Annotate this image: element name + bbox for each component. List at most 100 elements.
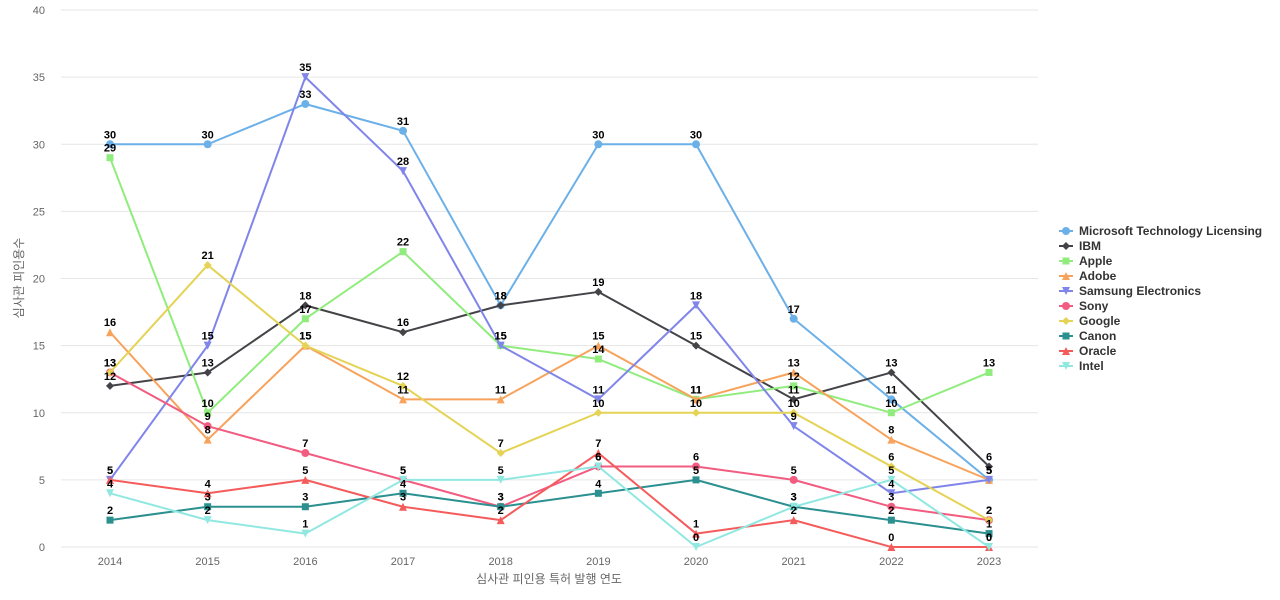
data-point bbox=[985, 530, 993, 538]
data-point bbox=[594, 287, 603, 296]
data-label: 5 bbox=[986, 465, 992, 477]
data-point bbox=[594, 341, 603, 350]
data-point bbox=[496, 516, 505, 525]
data-label: 2 bbox=[986, 505, 992, 517]
data-label: 6 bbox=[595, 451, 601, 463]
data-point bbox=[203, 341, 212, 350]
data-label: 13 bbox=[885, 357, 897, 369]
legend-marker bbox=[1062, 242, 1070, 250]
data-point bbox=[594, 408, 603, 417]
data-label: 21 bbox=[202, 250, 214, 262]
series-line bbox=[109, 371, 990, 522]
data-label: 3 bbox=[498, 492, 504, 504]
data-label: 5 bbox=[498, 465, 504, 477]
data-point bbox=[789, 368, 798, 377]
data-label: 11 bbox=[495, 384, 507, 396]
data-label: 2 bbox=[888, 505, 894, 517]
data-label: 6 bbox=[888, 451, 894, 463]
data-point bbox=[887, 489, 896, 498]
legend-item[interactable]: Oracle bbox=[1059, 344, 1117, 358]
data-point bbox=[106, 475, 114, 484]
x-tick-label: 2019 bbox=[586, 556, 610, 568]
legend-item[interactable]: Apple bbox=[1059, 254, 1113, 268]
data-label: 15 bbox=[299, 331, 311, 343]
legend-item[interactable]: IBM bbox=[1059, 239, 1101, 253]
data-point bbox=[399, 475, 408, 484]
data-point bbox=[106, 368, 114, 377]
data-point bbox=[203, 489, 212, 498]
y-tick-label: 30 bbox=[33, 139, 45, 151]
data-point bbox=[106, 154, 114, 162]
y-axis: 0 5 10 15 20 25 30 35 40 bbox=[33, 5, 45, 554]
data-label: 18 bbox=[495, 290, 507, 302]
data-label: 6 bbox=[595, 451, 601, 463]
data-point bbox=[106, 140, 114, 149]
data-label: 4 bbox=[107, 478, 114, 490]
data-label: 5 bbox=[400, 465, 406, 477]
data-label: 3 bbox=[791, 492, 797, 504]
x-tick-label: 2023 bbox=[977, 556, 1001, 568]
data-label: 12 bbox=[104, 371, 116, 383]
legend-item[interactable]: Intel bbox=[1059, 359, 1104, 373]
y-tick-label: 5 bbox=[39, 475, 45, 487]
data-label: 0 bbox=[986, 532, 992, 544]
data-point bbox=[985, 516, 994, 525]
data-point bbox=[594, 449, 603, 458]
data-label: 5 bbox=[986, 465, 992, 477]
data-label: 1 bbox=[693, 519, 699, 531]
data-point bbox=[887, 395, 896, 404]
data-label: 18 bbox=[690, 290, 702, 302]
series-samsung-electronics bbox=[106, 73, 994, 498]
data-point bbox=[399, 502, 408, 511]
data-label: 3 bbox=[791, 492, 797, 504]
data-label: 13 bbox=[983, 357, 995, 369]
legend-item[interactable]: Microsoft Technology Licensing bbox=[1059, 224, 1262, 238]
legend-label: Adobe bbox=[1079, 269, 1117, 283]
data-point bbox=[203, 516, 212, 525]
legend-marker bbox=[1062, 287, 1070, 295]
data-label: 8 bbox=[888, 425, 894, 437]
data-label: 14 bbox=[592, 344, 605, 356]
data-point bbox=[789, 516, 798, 525]
data-point bbox=[594, 140, 603, 149]
data-point bbox=[887, 475, 896, 484]
data-point bbox=[692, 140, 701, 149]
data-label: 5 bbox=[888, 465, 894, 477]
series-line bbox=[109, 478, 990, 535]
legend-item[interactable]: Canon bbox=[1059, 329, 1116, 343]
x-tick-label: 2016 bbox=[293, 556, 317, 568]
legend-item[interactable]: Samsung Electronics bbox=[1059, 284, 1201, 298]
x-tick-label: 2015 bbox=[195, 556, 219, 568]
legend-item[interactable]: Sony bbox=[1059, 299, 1109, 313]
data-point bbox=[301, 475, 310, 484]
data-point bbox=[301, 529, 310, 538]
legend-label: Apple bbox=[1079, 254, 1113, 268]
data-point bbox=[985, 368, 993, 376]
data-point bbox=[789, 314, 798, 323]
legend-item[interactable]: Google bbox=[1059, 314, 1121, 328]
data-label: 3 bbox=[205, 492, 211, 504]
data-point bbox=[789, 475, 798, 484]
data-label: 5 bbox=[791, 465, 797, 477]
data-label: 17 bbox=[788, 304, 800, 316]
data-point bbox=[301, 315, 309, 323]
data-label: 3 bbox=[400, 492, 406, 504]
data-point bbox=[692, 395, 701, 404]
data-point bbox=[692, 529, 701, 538]
data-point bbox=[789, 408, 798, 417]
series-apple bbox=[106, 154, 993, 417]
data-point bbox=[106, 381, 114, 390]
data-point bbox=[399, 381, 408, 390]
data-label: 18 bbox=[299, 290, 311, 302]
legend-item[interactable]: Adobe bbox=[1059, 269, 1117, 283]
data-label: 15 bbox=[202, 331, 214, 343]
data-label: 5 bbox=[107, 465, 113, 477]
x-tick-label: 2022 bbox=[879, 556, 903, 568]
data-label: 2 bbox=[986, 505, 992, 517]
data-label: 15 bbox=[592, 331, 604, 343]
data-label: 10 bbox=[202, 398, 214, 410]
legend-marker bbox=[1062, 347, 1070, 355]
x-tick-label: 2021 bbox=[781, 556, 805, 568]
data-point bbox=[497, 503, 505, 511]
